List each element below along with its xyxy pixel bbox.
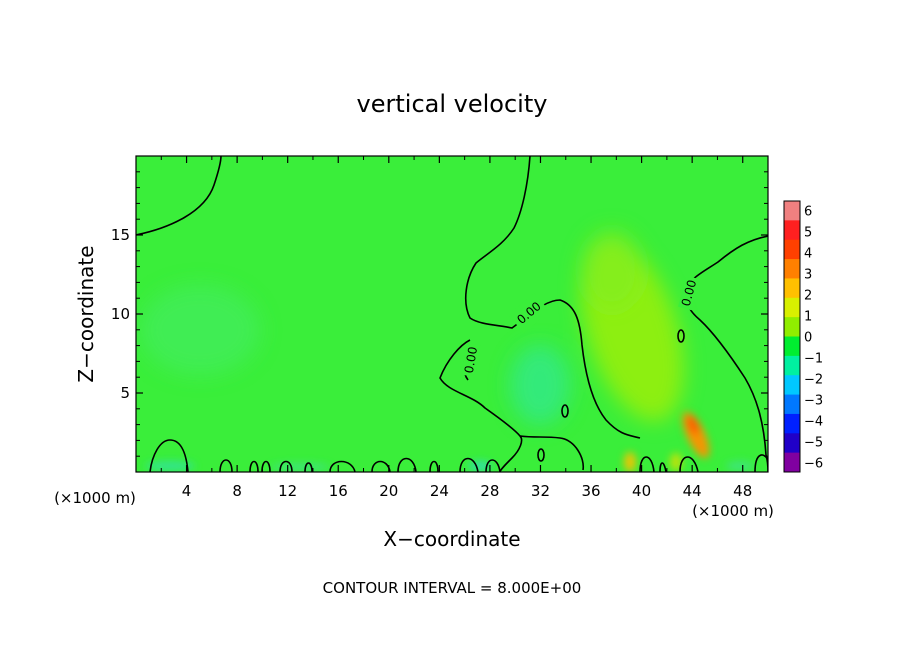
x-axis-ticks: 4 8 12 16 20 24 28 32 36 40 44 48 — [160, 156, 752, 500]
y-tick-label: 15 — [111, 226, 130, 244]
colorbar-segment — [784, 336, 800, 357]
colorbar-label: −5 — [804, 435, 823, 450]
colorbar: 6 5 4 3 2 1 0 −1 −2 −3 −4 −5 −6 — [783, 200, 823, 473]
colorbar-label: 6 — [804, 205, 812, 220]
downdraft-region — [510, 345, 570, 425]
x-tick-label: 12 — [278, 482, 297, 500]
colorbar-label: 1 — [804, 310, 812, 325]
colorbar-segment — [784, 239, 800, 260]
x-tick-label: 28 — [480, 482, 499, 500]
chart-title: vertical velocity — [357, 90, 548, 118]
colorbar-frame — [783, 200, 801, 473]
colorbar-segment — [784, 413, 800, 434]
colorbar-segment — [784, 355, 800, 376]
colorbar-label: −2 — [804, 372, 823, 387]
surface-downdraft-4 — [726, 461, 754, 471]
x-axis-label: X−coordinate — [383, 527, 520, 551]
contour-surface-left — [149, 439, 189, 472]
colorbar-segment — [784, 259, 800, 279]
x-tick-label: 40 — [632, 482, 651, 500]
x-unit-right: (×1000 m) — [692, 502, 774, 520]
contour-label-3: 0.00 — [679, 278, 699, 307]
surface-downdraft-1 — [145, 461, 195, 471]
colorbar-segment — [784, 317, 800, 337]
x-tick-label: 32 — [531, 482, 550, 500]
colorbar-label: −6 — [804, 456, 823, 471]
x-tick-label: 4 — [182, 482, 192, 500]
colorbar-segment — [784, 433, 800, 454]
colorbar-segment — [784, 452, 800, 473]
colorbar-label: −1 — [804, 351, 823, 366]
colorbar-label: 0 — [804, 331, 812, 346]
x-unit-left: (×1000 m) — [54, 489, 136, 507]
surface-updraft-1 — [624, 452, 636, 472]
contour-label-2: 0.00 — [462, 346, 480, 375]
x-tick-label: 16 — [329, 482, 348, 500]
x-tick-label: 20 — [379, 482, 398, 500]
colorbar-segment — [784, 297, 800, 318]
surface-updraft-2 — [670, 453, 682, 471]
colorbar-label: 5 — [804, 226, 812, 241]
contour-surface-right — [639, 454, 768, 472]
contour-mid-loop-2 — [519, 435, 585, 471]
colorbar-label: 3 — [804, 268, 812, 283]
colorbar-segment — [784, 394, 800, 415]
weak-downdraft-region — [140, 285, 260, 375]
updraft-core-inner — [686, 415, 700, 435]
contour-upper-left — [136, 156, 222, 236]
y-axis-label: Z−coordinate — [74, 245, 98, 382]
contour-interval-note: CONTOUR INTERVAL = 8.000E+00 — [323, 579, 582, 597]
plot-area: 0.00 0.00 0.00 — [136, 156, 768, 472]
colorbar-segment — [784, 220, 800, 241]
contour-surface-bumps — [219, 457, 501, 472]
colorbar-label: −3 — [804, 393, 823, 408]
x-tick-label: 48 — [733, 482, 752, 500]
contour-small-2 — [537, 448, 545, 462]
x-tick-label: 8 — [232, 482, 242, 500]
contour-right — [684, 235, 768, 472]
y-tick-label: 10 — [111, 305, 130, 323]
y-axis-ticks: 5 10 15 — [111, 171, 768, 457]
colorbar-segment — [784, 375, 800, 396]
colorbar-segment — [784, 278, 800, 299]
y-tick-label: 5 — [120, 384, 130, 402]
x-tick-label: 36 — [581, 482, 600, 500]
colorbar-segment — [784, 201, 800, 221]
colorbar-label: 4 — [804, 247, 812, 262]
contour-small-1 — [561, 404, 569, 418]
surface-downdraft-3 — [270, 463, 330, 471]
updraft-upper — [582, 230, 642, 310]
colorbar-label: 2 — [804, 289, 812, 304]
x-tick-label: 24 — [430, 482, 449, 500]
contour-center — [464, 156, 641, 439]
colorbar-label: −4 — [804, 414, 823, 429]
contour-mid-loop — [439, 339, 523, 472]
x-tick-label: 44 — [683, 482, 702, 500]
contour-small-3 — [677, 329, 685, 343]
